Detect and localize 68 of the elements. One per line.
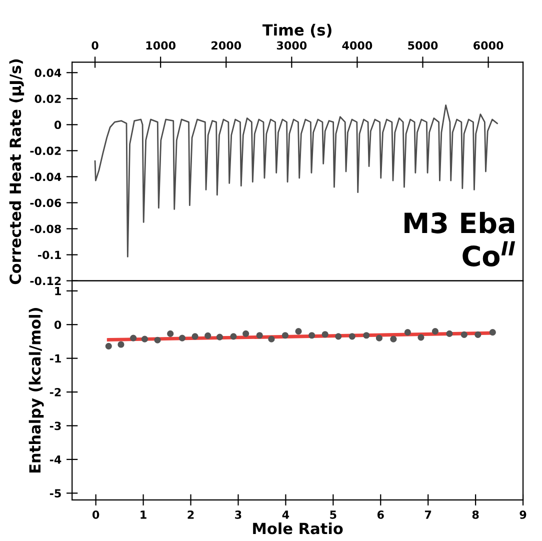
point <box>282 332 289 339</box>
x-tick-label: 5000 <box>408 41 438 50</box>
point <box>178 334 186 342</box>
y-tick-label: -0.12 <box>30 276 61 286</box>
x-tick-label: 4 <box>282 510 290 519</box>
x-tick-label: 6000 <box>474 41 504 50</box>
point <box>167 330 174 337</box>
point <box>446 330 453 337</box>
y-axis-title: Corrected Heat Rate (μJ/s) <box>9 59 24 284</box>
y-tick-label: -0.02 <box>30 146 61 156</box>
x-tick-label: 3 <box>235 510 242 519</box>
point <box>118 341 124 348</box>
x-tick-label: 0 <box>92 510 100 519</box>
annotation: M3 Eba Co$^{II}$ <box>404 212 516 266</box>
point <box>268 336 275 342</box>
y-tick-label: 0.02 <box>34 94 61 104</box>
x-tick-label: 1000 <box>146 41 176 50</box>
point <box>404 329 411 336</box>
x-axis-title: Time (s) <box>262 24 332 38</box>
point <box>348 333 356 340</box>
point <box>204 332 212 340</box>
x-tick-label: 9 <box>520 510 526 519</box>
y-tick-label: -0.04 <box>30 172 62 182</box>
point <box>192 333 198 340</box>
point <box>474 331 482 338</box>
point <box>154 336 161 344</box>
y-tick-label: -0.06 <box>30 198 62 208</box>
point <box>230 333 237 340</box>
y-tick-label: -2 <box>50 388 61 396</box>
y-tick-label: -3 <box>50 422 61 430</box>
y-tick-label: -0.1 <box>38 250 61 260</box>
y-tick-label: 0.04 <box>34 68 62 77</box>
y-tick-label: -1 <box>50 354 61 363</box>
point <box>363 332 370 339</box>
x-tick-label: 2000 <box>212 41 242 50</box>
point <box>105 342 112 350</box>
point <box>322 331 328 338</box>
point <box>460 331 468 338</box>
point <box>390 336 397 342</box>
x-tick-label: 3000 <box>276 41 307 50</box>
x-axis-title: Mole Ratio <box>253 522 343 534</box>
point <box>130 334 137 342</box>
x-tick-label: 6 <box>377 510 384 519</box>
y-tick-label: -5 <box>50 489 61 498</box>
point <box>489 329 496 336</box>
point <box>335 333 342 340</box>
point <box>242 330 250 337</box>
y-tick-label: 1 <box>55 287 61 296</box>
x-tick-label: 4000 <box>342 41 372 50</box>
point <box>216 334 224 340</box>
point <box>432 328 439 335</box>
x-tick-label: 8 <box>472 510 479 519</box>
point <box>308 332 316 339</box>
y-tick-label: -0.08 <box>30 224 61 234</box>
x-tick-label: 1 <box>140 510 146 519</box>
point <box>141 336 148 342</box>
y-tick-label: 0 <box>54 320 62 329</box>
point <box>376 334 382 342</box>
y-tick-label: 0 <box>54 120 62 130</box>
x-tick-label: 7 <box>424 510 432 519</box>
point <box>295 328 302 335</box>
x-tick-label: 5 <box>330 510 336 519</box>
point <box>256 332 263 339</box>
point <box>418 334 424 341</box>
y-axis-title: Enthalpy (kcal/mol) <box>28 308 44 473</box>
x-tick-label: 0 <box>92 41 98 50</box>
x-tick-label: 2 <box>188 510 194 519</box>
y-tick-label: -4 <box>50 456 62 464</box>
